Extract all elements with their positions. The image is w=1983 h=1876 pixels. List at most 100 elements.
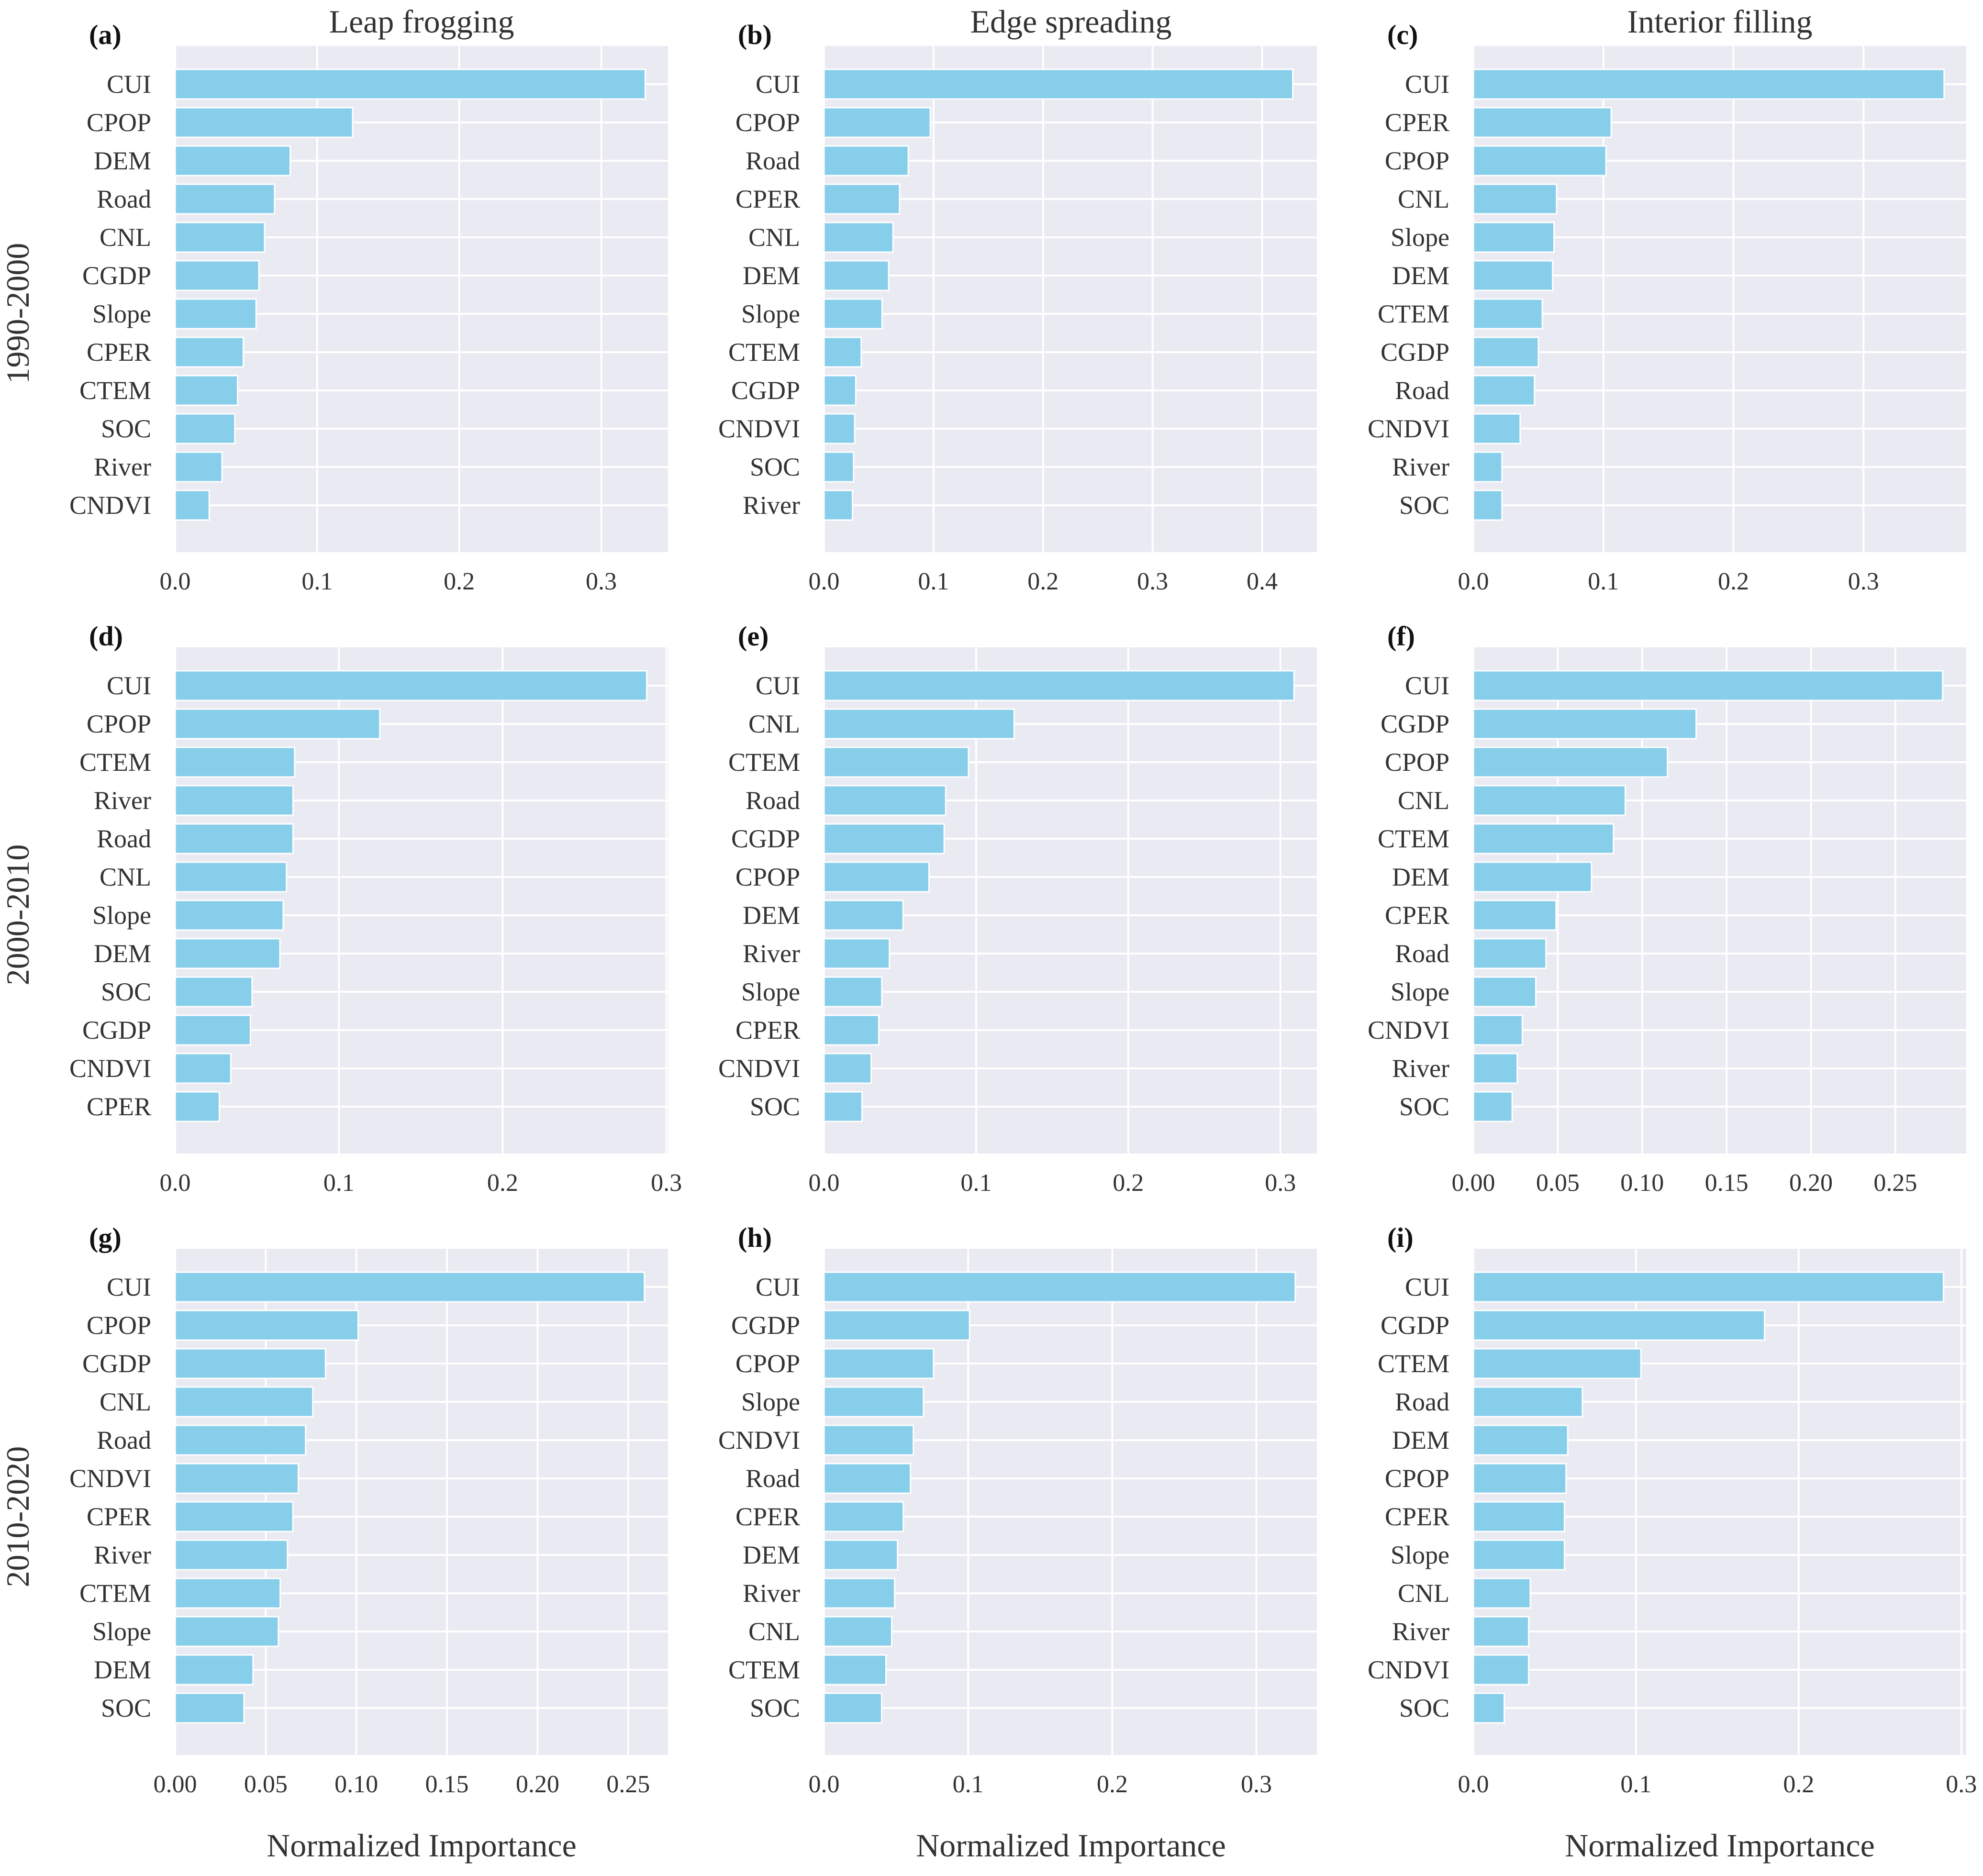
- category-label: CGDP: [1381, 1311, 1449, 1340]
- bar-cper: [1472, 1501, 1565, 1532]
- bar-dem: [823, 260, 890, 291]
- bar-ctem: [174, 746, 296, 778]
- column-title-interior-filling: Interior filling: [1627, 3, 1812, 40]
- bar-cui: [174, 68, 646, 100]
- panel-i: CUI CGDP CTEM Road DEM CPOP CPER Slope CNL River C…: [1368, 1222, 1977, 1798]
- x-axis-label-left: Normalized Importance: [267, 1827, 577, 1864]
- category-label: River: [94, 453, 151, 481]
- category-label: CPOP: [1385, 146, 1449, 175]
- category-label: CUI: [756, 671, 800, 700]
- x-tick-label: 0.2: [1027, 568, 1058, 595]
- category-label: CNDVI: [69, 491, 151, 520]
- bar-cper: [823, 1501, 904, 1532]
- bar-road: [823, 785, 947, 816]
- bar-cper: [174, 336, 244, 368]
- category-label: CTEM: [728, 1655, 800, 1684]
- panel-label: (e): [738, 621, 769, 652]
- bar-cnl: [1472, 183, 1558, 215]
- bar-slope: [823, 1386, 925, 1418]
- x-tick-label: 0.1: [918, 568, 949, 595]
- bar-cnl: [174, 861, 288, 893]
- bar-cui: [1472, 68, 1945, 100]
- bar-cui: [1472, 1271, 1944, 1303]
- bar-soc: [823, 1091, 863, 1122]
- bar-cndvi: [823, 1424, 914, 1456]
- bar-slope: [1472, 222, 1555, 253]
- category-label: CPOP: [87, 108, 151, 137]
- x-tick-label: 0.3: [1848, 568, 1879, 595]
- bar-cnl: [1472, 785, 1626, 816]
- bar-dem: [174, 1654, 254, 1686]
- category-label: River: [743, 939, 800, 968]
- bar-ctem: [174, 375, 239, 406]
- category-label: CTEM: [1378, 300, 1449, 328]
- bar-cgdp: [823, 1310, 970, 1341]
- bar-river: [823, 938, 891, 969]
- panel-b: CUI CPOP Road CPER CNL DEM Slope CTEM CGDP CNDVI S…: [718, 19, 1317, 595]
- bar-ctem: [1472, 823, 1615, 855]
- bar-dem: [1472, 260, 1554, 291]
- x-tick-label: 0.0: [1458, 1771, 1489, 1798]
- bar-river: [823, 1577, 896, 1609]
- bar-cnl: [823, 1616, 893, 1647]
- bar-dem: [1472, 1424, 1569, 1456]
- bar-cpop: [174, 1310, 359, 1341]
- category-label: CTEM: [728, 748, 800, 777]
- bar-cgdp: [823, 375, 857, 406]
- bar-cgdp: [174, 260, 260, 291]
- bar-cui: [174, 670, 648, 701]
- bar-cndvi: [174, 1053, 232, 1084]
- category-label: CNDVI: [718, 1426, 800, 1454]
- bar-cndvi: [174, 1463, 299, 1494]
- bar-road: [174, 823, 294, 855]
- bar-slope: [823, 298, 883, 330]
- category-label: Slope: [92, 300, 151, 328]
- bar-slope: [1472, 1539, 1565, 1571]
- x-tick-label: 0.2: [1113, 1169, 1144, 1197]
- category-label: DEM: [1392, 261, 1449, 290]
- category-label: DEM: [94, 1655, 151, 1684]
- panel-h: CUI CGDP CPOP Slope CNDVI Road CPER DEM River CNL…: [718, 1222, 1317, 1798]
- panel-c: CUI CPER CPOP CNL Slope DEM CTEM CGDP Road CNDVI R…: [1368, 19, 1966, 595]
- category-label: CTEM: [1378, 824, 1449, 853]
- category-label: Road: [746, 786, 800, 815]
- category-label: CTEM: [79, 376, 151, 405]
- category-label: CTEM: [79, 748, 151, 777]
- bar-slope: [823, 976, 883, 1008]
- bar-ctem: [823, 1654, 887, 1686]
- bar-cgdp: [1472, 708, 1697, 740]
- bar-cnl: [174, 1386, 314, 1418]
- x-tick-label: 0.15: [1705, 1169, 1749, 1197]
- bar-cndvi: [174, 489, 210, 521]
- x-tick-label: 0.0: [809, 1771, 840, 1798]
- category-label: River: [94, 1541, 151, 1569]
- bar-cndvi: [823, 413, 856, 444]
- bar-river: [1472, 1616, 1530, 1647]
- bar-dem: [823, 899, 904, 931]
- panel-label: (g): [89, 1222, 122, 1253]
- x-tick-label: 0.15: [425, 1771, 469, 1798]
- category-label: CNDVI: [718, 414, 800, 443]
- category-label: DEM: [1392, 1426, 1449, 1454]
- category-label: CPER: [1385, 1502, 1449, 1531]
- x-tick-label: 0.2: [1097, 1771, 1128, 1798]
- category-label: Slope: [1391, 223, 1449, 252]
- category-label: DEM: [94, 939, 151, 968]
- bar-road: [1472, 375, 1536, 406]
- bar-dem: [174, 938, 281, 969]
- x-tick-label: 0.3: [1946, 1771, 1977, 1798]
- category-label: DEM: [1392, 863, 1449, 891]
- category-label: Road: [97, 1426, 151, 1454]
- category-label: River: [94, 786, 151, 815]
- bar-ctem: [174, 1577, 281, 1609]
- category-label: SOC: [101, 977, 151, 1006]
- category-label: CNL: [100, 223, 151, 252]
- category-label: CPER: [1385, 108, 1449, 137]
- category-label: SOC: [1399, 491, 1449, 520]
- category-label: CGDP: [82, 1349, 151, 1378]
- category-label: Road: [1395, 376, 1449, 405]
- bar-soc: [823, 1692, 882, 1724]
- x-tick-label: 0.2: [444, 568, 475, 595]
- x-tick-label: 0.2: [1718, 568, 1749, 595]
- bar-cpop: [1472, 1463, 1567, 1494]
